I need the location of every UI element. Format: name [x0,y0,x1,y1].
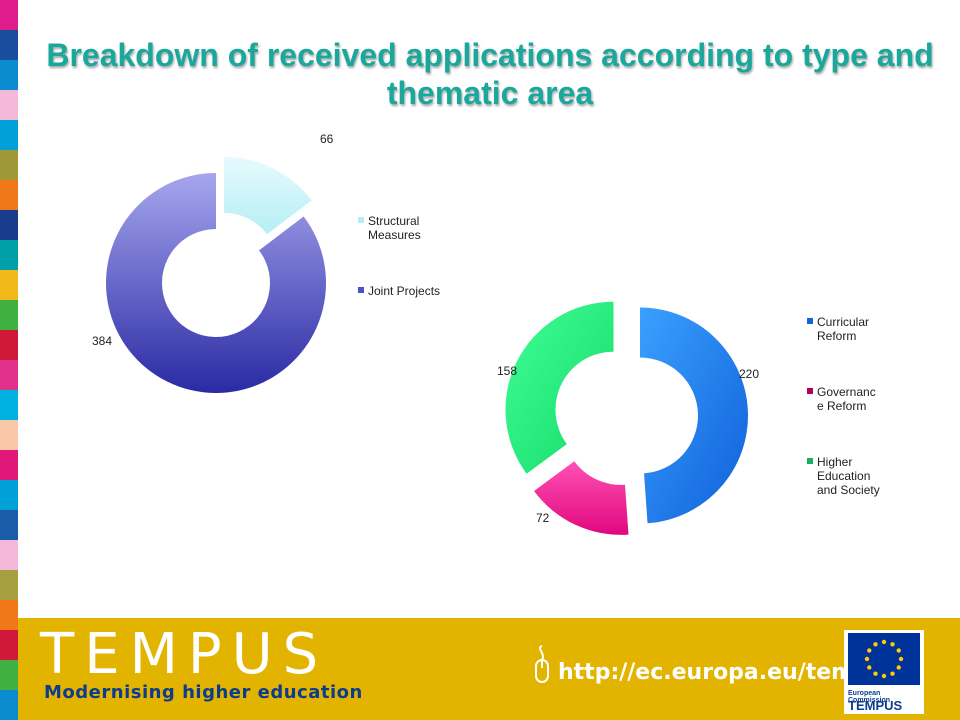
legend-label: Structural Measures [368,214,421,242]
legend-label: Joint Projects [368,284,441,298]
eu-star [864,656,870,662]
footer-banner: TEMPUS Modernising higher education http… [18,618,960,720]
eu-star [867,648,872,653]
eu-star [873,671,878,676]
legend-label: Governanc e Reform [817,385,876,413]
slice-joint-projects [105,173,327,393]
data-label-governance-reform: 72 [536,511,550,525]
logo-program-text: TEMPUS [848,698,903,713]
eu-flag-icon [848,633,920,685]
data-label-joint-projects: 384 [92,334,112,348]
data-label-structural-measures: 66 [320,132,334,146]
eu-star [896,665,901,670]
eu-star [881,673,887,679]
decorative-color-stripe [0,0,18,720]
footer-url[interactable]: http://ec.europa.eu/tempus [558,660,899,685]
slice-higher-education-and-society [505,301,614,474]
legend-label: Higher Education and Society [817,455,880,497]
brand-tagline: Modernising higher education [44,682,363,703]
brand-name: TEMPUS [40,622,329,687]
page-title: Breakdown of received applications accor… [46,37,934,111]
eu-star [873,642,878,647]
eu-star [890,642,895,647]
slice-governance-reform [534,461,629,535]
legend-swatch [807,458,813,464]
european-commission-logo: European Commission TEMPUS [844,630,924,714]
eu-star [896,648,901,653]
data-label-higher-education-and-society: 158 [497,364,517,378]
legend-swatch [358,287,364,293]
eu-star [881,639,887,645]
legend-label: Curricular Reform [817,315,870,343]
legend-swatch [807,318,813,324]
logo-org-text: European Commission [848,690,891,704]
mouse-icon [535,645,549,683]
legend-swatch [807,388,813,394]
eu-star [898,656,904,662]
data-label-curricular-reform: 220 [739,367,759,381]
eu-star [867,665,872,670]
slice-structural-measures [224,156,312,235]
eu-star [890,671,895,676]
legend-swatch [358,217,364,223]
slice-curricular-reform [639,307,748,524]
